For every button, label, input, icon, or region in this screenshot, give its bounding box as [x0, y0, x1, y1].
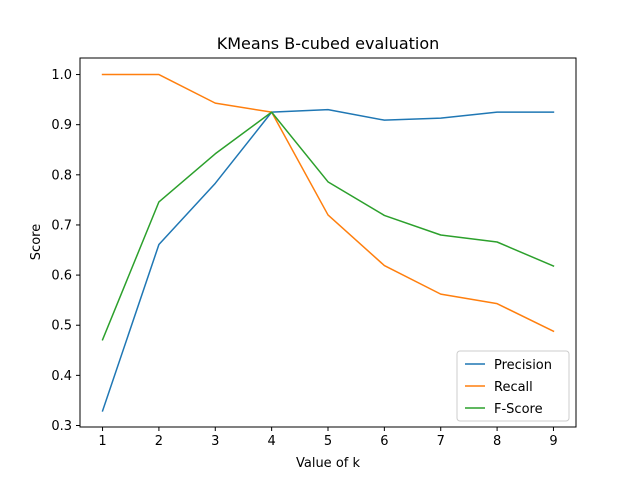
legend: Precision Recall F-Score — [456, 350, 570, 422]
y-ticks: 0.3 0.4 0.5 0.6 0.7 0.8 0.9 1.0 — [51, 68, 80, 434]
y-tick-label: 0.9 — [51, 118, 72, 133]
legend-label-recall: Recall — [494, 380, 533, 395]
x-ticks: 1 2 3 4 5 6 7 8 9 — [98, 427, 558, 449]
legend-label-precision: Precision — [494, 358, 552, 373]
y-tick-label: 0.7 — [51, 218, 72, 233]
x-tick-label: 9 — [549, 434, 557, 449]
y-axis-label: Score — [29, 224, 44, 260]
x-tick-label: 6 — [380, 434, 388, 449]
series-line-precision — [101, 108, 555, 412]
x-tick-label: 3 — [211, 434, 219, 449]
x-tick-label: 1 — [98, 434, 106, 449]
y-tick-label: 0.4 — [51, 369, 72, 384]
chart-title: KMeans B-cubed evaluation — [217, 34, 440, 53]
y-tick-label: 0.6 — [51, 269, 72, 284]
x-tick-label: 2 — [155, 434, 163, 449]
y-tick-label: 0.3 — [51, 419, 72, 434]
x-tick-label: 7 — [437, 434, 445, 449]
series-line-f-score — [101, 111, 555, 341]
y-tick-label: 0.5 — [51, 319, 72, 334]
y-tick-label: 0.8 — [51, 168, 72, 183]
y-tick-label: 1.0 — [51, 68, 72, 83]
x-tick-label: 5 — [324, 434, 332, 449]
series-line-recall — [101, 73, 555, 333]
legend-label-f-score: F-Score — [494, 402, 543, 417]
x-axis-label: Value of k — [296, 456, 360, 471]
legend-box — [456, 350, 570, 422]
x-tick-label: 8 — [493, 434, 501, 449]
x-tick-label: 4 — [267, 434, 275, 449]
series-layer — [101, 73, 555, 412]
